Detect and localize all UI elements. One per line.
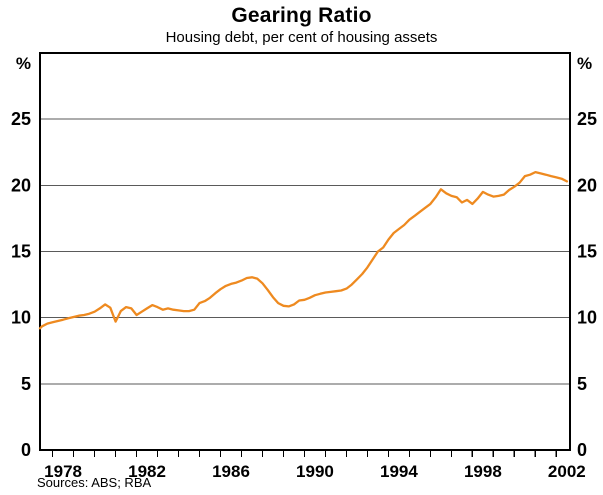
x-year-label-1994: 1994 (380, 462, 418, 481)
x-year-label-1998: 1998 (464, 462, 502, 481)
y-tick-label-left-0: 0 (21, 440, 31, 460)
y-tick-label-right-0: 0 (577, 440, 587, 460)
y-tick-label-left-20: 20 (11, 175, 31, 195)
x-year-label-1986: 1986 (212, 462, 250, 481)
y-tick-label-right-10: 10 (577, 308, 597, 328)
y-tick-label-right-15: 15 (577, 242, 597, 262)
y-axis-unit-left: % (16, 54, 31, 73)
y-tick-label-left-10: 10 (11, 308, 31, 328)
x-year-label-1982: 1982 (128, 462, 166, 481)
y-axis-unit-right: % (577, 54, 592, 73)
chart-sources: Sources: ABS; RBA (37, 475, 152, 490)
y-tick-label-left-25: 25 (11, 109, 31, 129)
x-year-label-2002: 2002 (548, 462, 586, 481)
y-tick-label-right-20: 20 (577, 175, 597, 195)
y-tick-label-right-5: 5 (577, 374, 587, 394)
x-year-label-1978: 1978 (44, 462, 82, 481)
y-tick-label-right-25: 25 (577, 109, 597, 129)
x-year-label-1990: 1990 (296, 462, 334, 481)
y-tick-label-left-15: 15 (11, 242, 31, 262)
y-tick-label-left-5: 5 (21, 374, 31, 394)
chart-subtitle: Housing debt, per cent of housing assets (165, 29, 438, 46)
data-line-series-0 (38, 170, 569, 330)
chart-title: Gearing Ratio (231, 4, 372, 27)
